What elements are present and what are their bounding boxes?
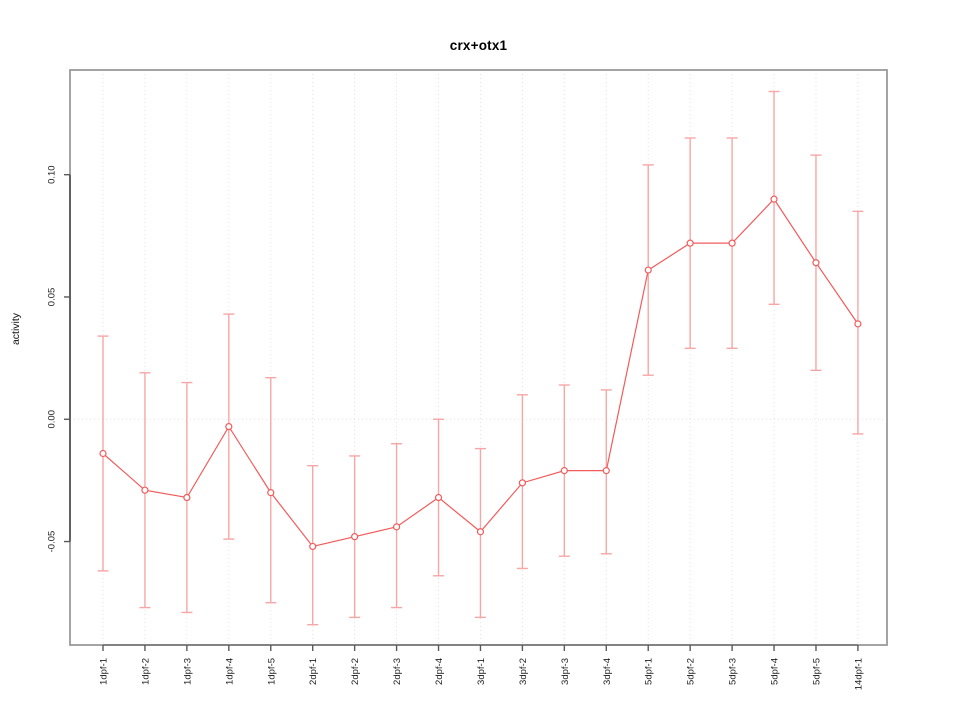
data-point bbox=[518, 479, 527, 487]
x-tick-label: 2dpf-3 bbox=[392, 658, 403, 685]
data-point bbox=[854, 320, 862, 328]
x-tick-label: 1dpf-4 bbox=[224, 658, 235, 685]
data-point bbox=[267, 489, 275, 497]
y-tick-label: -0.05 bbox=[47, 531, 58, 553]
data-point bbox=[560, 467, 568, 475]
data-point bbox=[309, 542, 317, 551]
y-tick-label: 0.05 bbox=[47, 288, 58, 307]
x-tick-label: 5dpf-1 bbox=[644, 658, 655, 685]
data-point bbox=[99, 449, 107, 458]
x-tick-label: 2dpf-2 bbox=[350, 658, 361, 685]
data-point bbox=[728, 239, 736, 247]
data-point bbox=[141, 486, 149, 494]
x-tick-label: 14dpf-1 bbox=[853, 658, 864, 690]
x-tick-label: 1dpf-3 bbox=[182, 658, 193, 685]
y-tick-label: 0.10 bbox=[47, 165, 58, 184]
data-point bbox=[686, 239, 694, 247]
x-tick-label: 1dpf-1 bbox=[99, 658, 110, 685]
chart-title: crx+otx1 bbox=[449, 38, 508, 53]
data-point bbox=[225, 422, 233, 431]
data-point bbox=[434, 493, 443, 502]
data-point bbox=[644, 266, 652, 274]
data-point bbox=[476, 528, 485, 536]
x-tick-label: 5dpf-2 bbox=[686, 658, 697, 685]
data-point bbox=[351, 533, 359, 541]
y-tick-label: 0.00 bbox=[47, 410, 58, 429]
x-tick-label: 3dpf-3 bbox=[560, 658, 571, 685]
x-tick-label: 2dpf-1 bbox=[308, 658, 319, 685]
x-tick-label: 5dpf-4 bbox=[770, 658, 781, 685]
x-tick-label: 3dpf-1 bbox=[476, 658, 487, 685]
data-point bbox=[812, 259, 820, 267]
x-tick-label: 2dpf-4 bbox=[434, 658, 445, 685]
data-point bbox=[770, 195, 778, 203]
plot-frame bbox=[69, 69, 888, 646]
x-tick-label: 1dpf-5 bbox=[266, 658, 277, 685]
x-tick-label: 3dpf-4 bbox=[602, 658, 613, 685]
data-point bbox=[392, 523, 401, 531]
x-tick-label: 5dpf-3 bbox=[728, 658, 739, 685]
x-tick-label: 3dpf-2 bbox=[518, 658, 529, 685]
x-tick-label: 5dpf-5 bbox=[811, 658, 822, 685]
x-tick-label: 1dpf-2 bbox=[140, 658, 151, 685]
data-point bbox=[602, 467, 610, 475]
data-point bbox=[183, 493, 191, 502]
